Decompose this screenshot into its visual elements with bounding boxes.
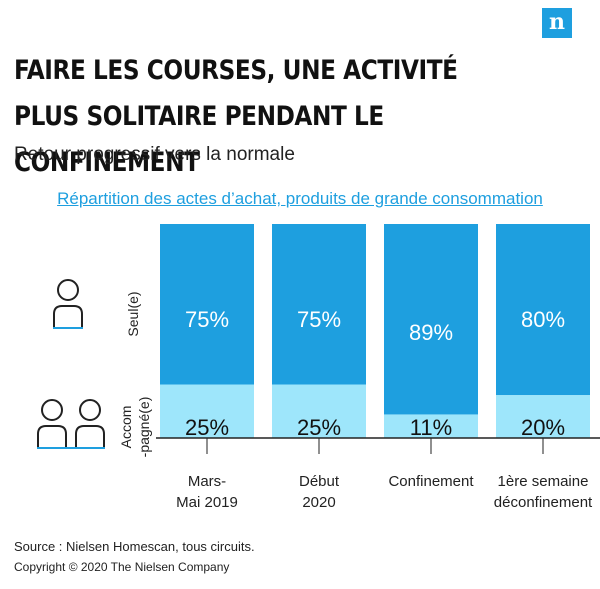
source-note: Source : Nielsen Homescan, tous circuits… <box>14 539 255 554</box>
bar-segment-alone <box>496 224 590 396</box>
copyright-note: Copyright © 2020 The Nielsen Company <box>14 560 230 574</box>
category-label: Mars- <box>188 473 226 490</box>
data-label-alone: 89% <box>409 320 453 345</box>
data-label-alone: 80% <box>521 307 565 332</box>
person-icon <box>53 279 83 329</box>
nielsen-logo: n <box>542 8 572 38</box>
category-label: Début <box>299 473 340 490</box>
data-label-accompanied: 25% <box>185 415 229 440</box>
bar-segment-alone <box>160 224 254 385</box>
stacked-bar-chart: Seul(e) Accom -pagné(e) 75% 25% Mars- Mai 2… <box>37 224 600 511</box>
bar-segment-accompanied <box>496 395 590 438</box>
row-label-accompanied-line1: Accom <box>118 406 134 449</box>
data-label-accompanied: 25% <box>297 415 341 440</box>
row-label-accompanied-line2: -pagné(e) <box>136 397 152 458</box>
page-title: FAIRE LES COURSES, UNE ACTIVITÉ PLUS SOL… <box>14 55 458 178</box>
row-label-alone: Seul(e) <box>125 291 141 336</box>
bar-segment-alone <box>272 224 366 385</box>
subtitle: Retour progressif vers la normale <box>14 144 295 165</box>
data-label-alone: 75% <box>297 307 341 332</box>
bar-segment-alone <box>384 224 478 415</box>
category-label: déconfinement <box>494 494 593 511</box>
category-label: Mai 2019 <box>176 494 238 511</box>
category-label: 2020 <box>302 494 335 511</box>
two-people-icon <box>37 399 105 449</box>
bar-segment-accompanied <box>384 414 478 438</box>
data-label-accompanied: 20% <box>521 415 565 440</box>
category-label: Confinement <box>388 473 474 490</box>
category-label: 1ère semaine <box>498 473 589 490</box>
bar-segment-accompanied <box>160 384 254 438</box>
chart-section-title: Répartition des actes d’achat, produits … <box>57 189 543 208</box>
data-label-accompanied: 11% <box>410 415 452 440</box>
data-label-alone: 75% <box>185 307 229 332</box>
bars-group: 75% 25% Mars- Mai 2019 75% 25% Début 2020 89% 11%… <box>156 224 600 511</box>
bar-segment-accompanied <box>272 384 366 438</box>
